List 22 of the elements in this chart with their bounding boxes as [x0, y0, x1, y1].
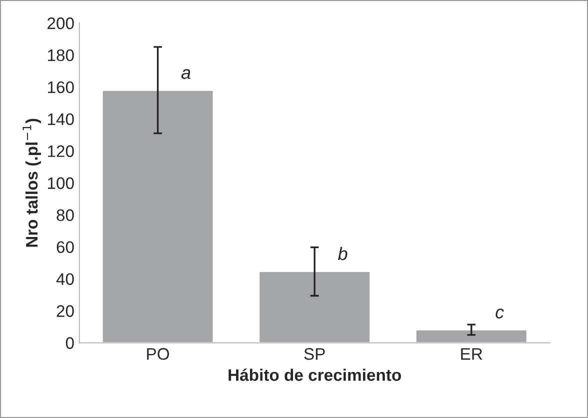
y-tick-label: 200 — [48, 17, 74, 30]
y-tick-label: 160 — [48, 81, 74, 94]
bar — [101, 89, 214, 343]
y-tick-label: 180 — [48, 49, 74, 62]
y-tick-label: 20 — [56, 305, 74, 317]
y-tick-label: 0 — [66, 337, 74, 349]
x-axis-title: Hábito de crecimiento — [228, 368, 401, 381]
y-tick-label: 80 — [56, 209, 74, 222]
bar — [415, 328, 528, 343]
y-tick-label: 40 — [56, 273, 74, 286]
bar — [258, 270, 371, 343]
x-tick-label: ER — [461, 348, 482, 360]
x-tick-label: SP — [304, 348, 325, 360]
y-tick-label: 60 — [56, 241, 74, 254]
x-tick-label: PO — [147, 348, 170, 360]
annotation: c — [496, 308, 504, 319]
y-tick-label: 120 — [48, 145, 74, 158]
y-axis-title: Nro tallos (.pl$^{−1}$) — [22, 118, 42, 247]
y-tick-label: 100 — [48, 177, 74, 190]
annotation: b — [338, 246, 348, 260]
annotation: a — [181, 69, 190, 79]
y-tick-label: 140 — [48, 113, 74, 126]
